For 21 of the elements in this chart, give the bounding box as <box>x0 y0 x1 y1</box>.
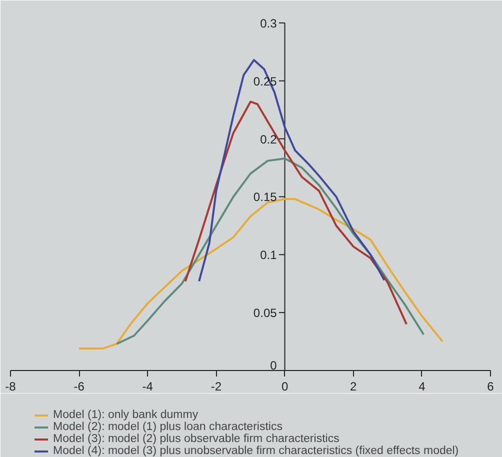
y-tick-label: 0.05 <box>253 306 278 320</box>
y-tick-label: 0 <box>270 358 278 372</box>
y-tick-label: 0.2 <box>260 132 278 146</box>
legend-label: Model (1): only bank dummy <box>53 409 198 421</box>
line-series <box>184 100 408 326</box>
y-tick-label: 0.15 <box>253 190 278 204</box>
x-tick-label: 0 <box>281 380 288 394</box>
x-tick-label: 6 <box>487 380 494 394</box>
x-tick-label: -8 <box>5 380 16 394</box>
x-tick-label: 2 <box>350 380 358 394</box>
legend-label: Model (4): model (3) plus unobservable firm characteristics (fixed effects model) <box>53 445 459 457</box>
x-tick-label: 4 <box>418 380 426 394</box>
x-tick-label: -2 <box>210 380 222 394</box>
y-tick-label: 0.1 <box>260 248 278 262</box>
x-tick-label: -6 <box>74 380 85 394</box>
line-series <box>198 59 386 282</box>
y-tick-label: 0.3 <box>260 16 278 30</box>
legend-label: Model (3): model (2) plus observable firm characteristics <box>53 433 340 445</box>
x-tick-label: -4 <box>142 380 154 394</box>
line-series <box>116 157 425 345</box>
legend-label: Model (2): model (1) plus loan characteristics <box>53 421 282 433</box>
